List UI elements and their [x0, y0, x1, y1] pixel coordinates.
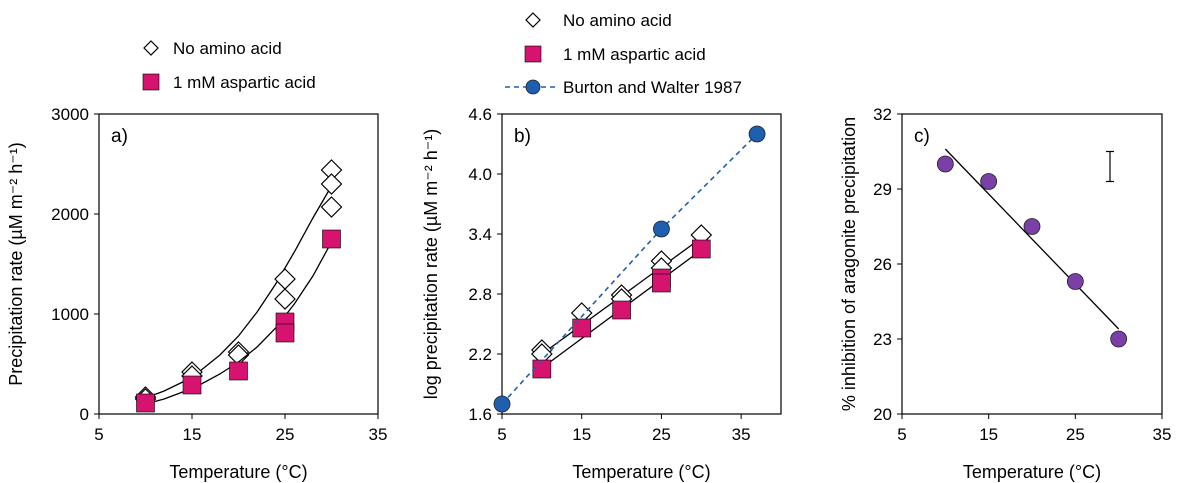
y-tick-label: 20	[873, 405, 892, 424]
data-point	[653, 220, 670, 238]
data-point	[274, 268, 296, 290]
y-axis-title: log precipitation rate (µM m⁻² h⁻¹)	[421, 129, 441, 399]
legend-label: Burton and Walter 1987	[563, 78, 742, 97]
plot-frame	[501, 113, 782, 415]
legend-label: 1 mM aspartic acid	[563, 45, 706, 64]
trendline	[145, 185, 333, 399]
y-tick-label: 23	[873, 330, 892, 349]
x-tick-label: 25	[276, 425, 295, 444]
data-point	[1110, 330, 1128, 348]
legend-marker	[525, 79, 541, 95]
x-tick-label: 15	[572, 425, 591, 444]
data-point	[136, 393, 155, 413]
panel-label: a)	[111, 126, 128, 147]
data-point	[691, 239, 711, 259]
data-point	[229, 361, 248, 381]
y-tick-label: 1000	[51, 305, 89, 324]
y-axis-title: % inhibition of aragonite precipitation	[839, 117, 859, 411]
y-tick-label: 4.0	[468, 165, 492, 184]
x-tick-label: 15	[979, 425, 998, 444]
y-tick-label: 3000	[51, 105, 89, 124]
x-tick-label: 5	[94, 425, 103, 444]
legend-label: 1 mM aspartic acid	[173, 73, 316, 92]
y-tick-label: 32	[873, 105, 892, 124]
y-tick-label: 2000	[51, 205, 89, 224]
y-axis-title: Precipitation rate (µM m⁻² h⁻¹)	[6, 142, 26, 385]
y-tick-label: 2.8	[468, 285, 492, 304]
data-point	[980, 173, 998, 190]
y-tick-label: 29	[873, 180, 892, 199]
y-tick-label: 3.4	[468, 225, 492, 244]
data-point	[320, 196, 343, 218]
legend-label: No amino acid	[173, 39, 282, 58]
data-point	[936, 155, 954, 173]
plot-frame	[98, 113, 379, 415]
x-axis-title: Temperature (°C)	[572, 462, 710, 482]
data-point	[532, 359, 552, 379]
data-point	[652, 273, 671, 293]
legend-marker	[143, 40, 159, 56]
data-point	[493, 395, 511, 413]
panel-label: b)	[514, 126, 531, 147]
x-tick-label: 5	[897, 425, 906, 444]
data-point	[1066, 273, 1084, 290]
x-tick-label: 15	[183, 425, 202, 444]
x-tick-label: 25	[652, 425, 671, 444]
x-axis-title: Temperature (°C)	[169, 462, 307, 482]
data-point	[748, 125, 766, 143]
x-tick-label: 25	[1066, 425, 1085, 444]
legend-marker	[524, 45, 542, 63]
legend-marker	[142, 73, 160, 91]
x-axis-title: Temperature (°C)	[963, 462, 1101, 482]
data-point	[612, 300, 631, 320]
y-tick-label: 26	[873, 255, 892, 274]
data-point	[182, 375, 202, 395]
data-point	[274, 288, 296, 310]
data-point	[1023, 218, 1041, 235]
y-tick-label: 4.6	[468, 105, 492, 124]
data-point	[275, 323, 295, 343]
chart-panel-3: 5 15 25 35 20 23 26 29 32 Temperature (°C) % inhib…	[839, 105, 1171, 482]
data-point	[322, 229, 341, 249]
panel-label: c)	[914, 126, 930, 147]
chart-panel-1: 5 15 25 35 0 1000 2000 3000 Temperature (°C) Prec…	[6, 39, 387, 482]
x-tick-label: 35	[732, 425, 751, 444]
x-tick-label: 35	[1153, 425, 1172, 444]
legend-label: No amino acid	[563, 11, 672, 30]
x-tick-label: 35	[369, 425, 388, 444]
data-point	[572, 318, 592, 338]
chart-panel-2: 5 15 25 35 1.6 2.2 2.8 3.4 4.0 4.6 Temperature (°C…	[421, 11, 782, 482]
y-tick-label: 1.6	[468, 405, 492, 424]
data-point	[320, 173, 343, 195]
y-tick-label: 0	[80, 405, 89, 424]
x-tick-label: 5	[497, 425, 506, 444]
y-tick-label: 2.2	[468, 345, 492, 364]
legend-marker	[525, 12, 541, 28]
trendline	[944, 148, 1120, 330]
